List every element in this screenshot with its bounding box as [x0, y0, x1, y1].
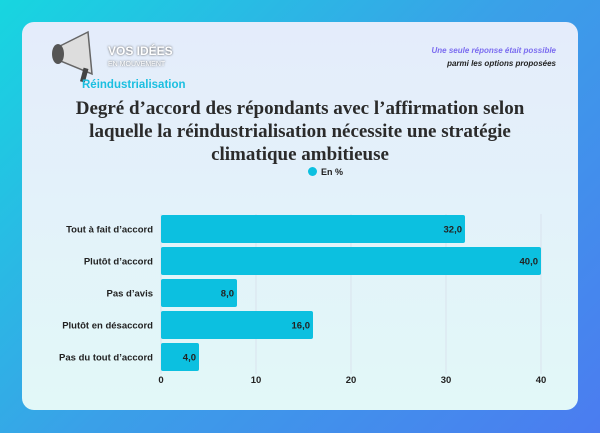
x-tick-label: 20: [346, 375, 357, 386]
data-label: 16,0: [292, 321, 311, 332]
note-line-1: Une seule réponse était possible: [431, 46, 556, 55]
category-label: Pas du tout d’accord: [59, 353, 153, 364]
data-label: 40,0: [520, 257, 539, 268]
category-label: Plutôt d’accord: [84, 257, 153, 268]
bar: [161, 343, 199, 371]
data-label: 4,0: [183, 353, 196, 364]
bar: [161, 215, 465, 243]
x-tick-label: 40: [536, 375, 547, 386]
x-tick-label: 0: [158, 375, 163, 386]
category-label: Pas d’avis: [107, 289, 153, 300]
note-line-2: parmi les options proposées: [447, 59, 556, 68]
data-label: 32,0: [444, 225, 463, 236]
logo-text: VOS IDÉES EN MOUVEMENT: [108, 44, 173, 68]
logo: VOS IDÉES EN MOUVEMENT: [48, 28, 178, 84]
section-label: Réindustrialisation: [82, 79, 186, 91]
legend-swatch: [308, 167, 317, 176]
bar: [161, 279, 237, 307]
note: Une seule réponse était possible parmi l…: [432, 44, 556, 70]
category-label: Tout à fait d’accord: [66, 225, 153, 236]
bar: [161, 247, 541, 275]
legend-label: En %: [321, 167, 344, 177]
chart-title: Degré d’accord des répondants avec l’aff…: [75, 98, 525, 165]
x-tick-label: 30: [441, 375, 452, 386]
card: VOS IDÉES EN MOUVEMENT Réindustrialisatio…: [22, 22, 578, 410]
megaphone-icon: [52, 30, 93, 83]
category-label: Plutôt en désaccord: [62, 321, 153, 332]
x-tick-label: 10: [251, 375, 262, 386]
data-label: 8,0: [221, 289, 234, 300]
bar: [161, 311, 313, 339]
legend: En %: [308, 167, 343, 178]
